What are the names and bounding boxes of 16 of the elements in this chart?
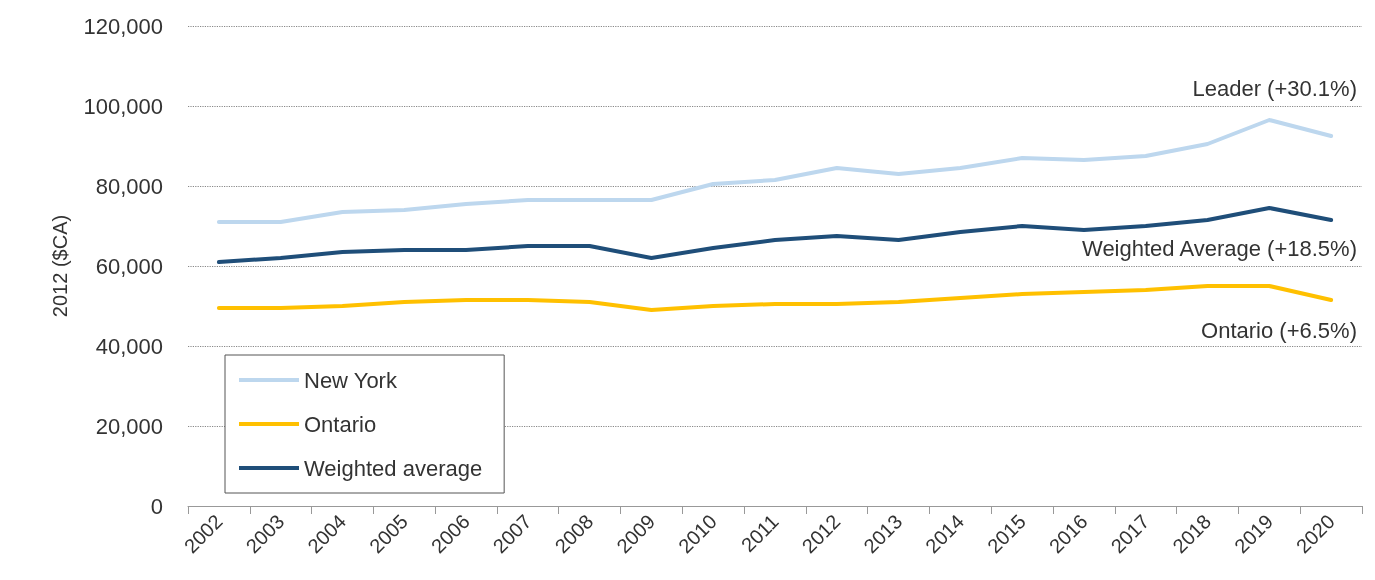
y-tick-label: 100,000 — [83, 93, 163, 119]
y-tick-label: 80,000 — [95, 173, 163, 199]
y-tick-label: 0 — [150, 493, 163, 519]
legend-label: New York — [304, 367, 398, 393]
y-tick-label: 120,000 — [83, 13, 163, 39]
annotation: Leader (+30.1%) — [1192, 75, 1357, 101]
legend-label: Ontario — [304, 411, 377, 437]
y-axis-title: 2012 ($CA) — [49, 214, 71, 318]
annotation: Ontario (+6.5%) — [1201, 317, 1357, 343]
y-tick-label: 40,000 — [95, 333, 163, 359]
line-series — [216, 118, 1334, 224]
line-series — [216, 284, 1334, 312]
y-tick-label: 20,000 — [95, 413, 163, 439]
annotation: Weighted Average (+18.5%) — [1082, 235, 1357, 261]
y-tick-label: 60,000 — [95, 253, 163, 279]
legend-label: Weighted average — [304, 455, 483, 481]
